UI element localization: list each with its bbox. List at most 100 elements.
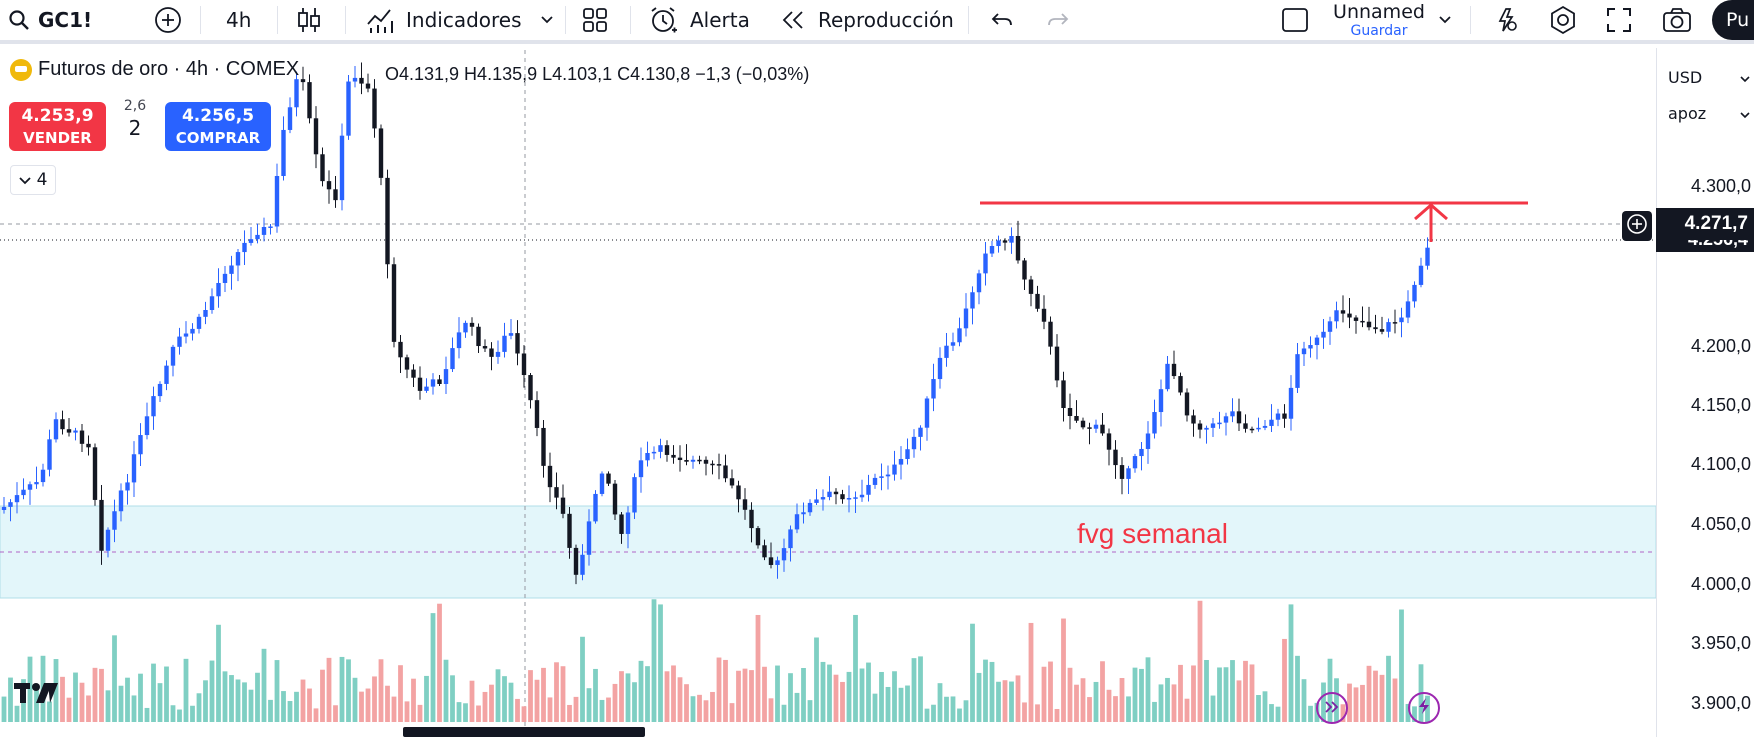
tradingview-logo[interactable] [14,680,60,710]
candle-body [105,529,111,551]
layout-menu-dropdown[interactable] [1438,0,1452,40]
candle-body [1275,413,1281,420]
candle-body [872,477,878,485]
undo-button[interactable] [990,0,1014,40]
volume-bar [320,669,325,722]
volume-bar [482,691,488,722]
candle-body [352,77,358,82]
candle-body [1418,265,1424,285]
settings-button[interactable] [1548,0,1578,40]
volume-bar [515,698,520,722]
add-alert-plus-button[interactable] [1622,211,1652,241]
candle-body [736,485,741,500]
candle-body [898,458,904,465]
candle-body [937,357,943,380]
candle-body [261,227,267,235]
divider [345,6,346,34]
volume-bar [1015,675,1021,722]
layout-checkbox[interactable] [1281,0,1309,40]
sell-button[interactable]: 4.253,9 VENDER [9,102,106,151]
indicators-dropdown[interactable] [540,0,554,40]
chevron-down-icon [18,170,31,190]
goto-realtime-button[interactable] [1316,692,1348,724]
volume-bar [138,673,143,722]
layouts-button[interactable] [582,0,608,40]
redo-button[interactable] [1046,0,1070,40]
candle-body [1106,433,1112,450]
fullscreen-icon [1606,7,1632,33]
candle-body [1301,348,1307,355]
candle-body [788,529,793,549]
candle-body [677,457,683,461]
currency-select[interactable]: USD [1664,62,1754,92]
candle-body [1340,310,1346,314]
indicators-button[interactable]: Indicadores [366,0,522,40]
fvg-annotation[interactable]: fvg semanal [1077,518,1228,549]
symbol-search[interactable]: GC1! [8,0,92,40]
quick-action-button[interactable] [1408,692,1440,724]
price-chart[interactable] [0,48,1656,737]
buy-button[interactable]: 4.256,5 COMPRAR [165,102,271,151]
candle-body [430,379,436,387]
price-tick: 3.900,0 [1690,693,1751,713]
candle-body [1126,468,1131,479]
candle-body [651,451,657,454]
candle-body [1230,411,1235,417]
snapshot-button[interactable] [1662,0,1692,40]
candle-body [1074,416,1079,421]
chart-legend[interactable]: Futuros de oro · 4h · COMEX [10,58,299,81]
chart-type-button[interactable] [296,0,322,40]
volume-bar [983,659,988,722]
volume-bar [66,697,72,722]
candle-body [216,282,221,297]
candle-body [866,484,871,495]
volume-bar [879,671,884,722]
candle-body [723,465,728,479]
candle-body [515,333,520,354]
volume-bar [73,672,78,722]
chart-pane[interactable] [0,48,1656,737]
compare-button[interactable] [154,0,182,40]
volume-bar [736,670,741,722]
candle-body [742,499,748,510]
volume-bar [157,683,163,722]
gold-coin-icon [10,58,32,81]
volume-bar [833,674,839,722]
volume-bar [34,686,39,722]
interval-button[interactable]: 4h [226,8,252,32]
chevron-down-icon [540,15,554,25]
candle-body [118,490,124,512]
quick-search-button[interactable] [1492,0,1520,40]
collapse-indicators-button[interactable]: 4 [10,165,56,195]
candle-body [1061,380,1066,409]
publish-button[interactable]: Pu [1712,0,1754,40]
save-link[interactable]: Guardar [1350,23,1408,39]
volume-bar [547,697,553,722]
quantity-value[interactable]: 2 [128,116,142,140]
spread-quantity[interactable]: 2,6 2 [117,98,153,140]
alert-button[interactable]: Alerta [648,0,750,40]
time-scroll-handle[interactable] [403,727,645,737]
candle-body [47,439,52,470]
price-axis[interactable]: 4.300,0 4.200,0 4.150,0 4.100,0 4.050,0 … [1656,48,1754,737]
chevron-down-icon [1740,68,1750,87]
volume-bar [1223,667,1229,722]
price-tick: 4.200,0 [1690,336,1751,356]
candle-body [1249,428,1255,431]
volume-bar [1139,668,1144,722]
candle-body [404,357,410,370]
volume-bar [170,705,176,722]
volume-bar [235,679,241,722]
fullscreen-button[interactable] [1606,0,1632,40]
volume-bar [1002,680,1008,722]
scale-mode-select[interactable]: apoz [1664,98,1754,128]
layout-name-block[interactable]: Unnamed Guardar [1324,0,1434,44]
candle-body [1139,448,1144,457]
volume-bar [372,676,377,722]
candle-body [411,369,416,378]
replay-button[interactable]: Reproducción [780,0,954,40]
candle-body [437,379,442,384]
volume-bar [638,660,644,722]
candle-body [762,545,767,558]
candle-body [1425,247,1430,266]
